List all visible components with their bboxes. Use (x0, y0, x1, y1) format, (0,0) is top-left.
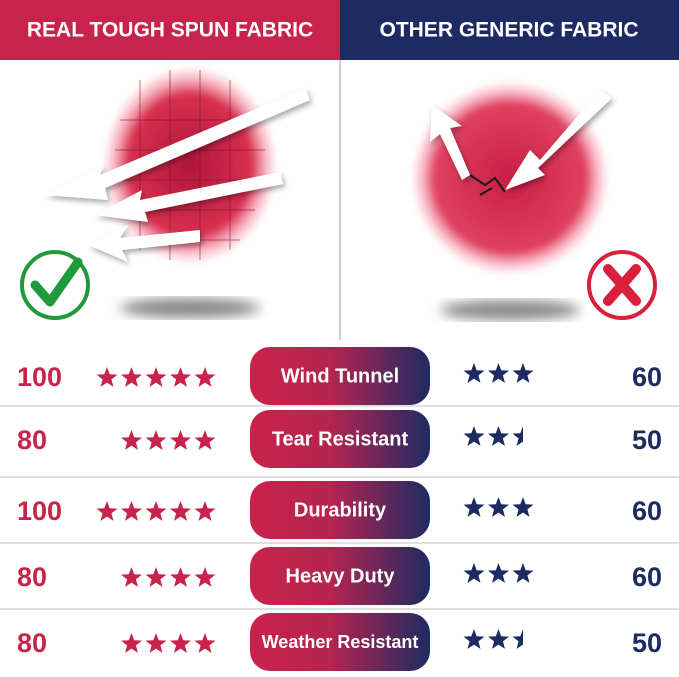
star-rating (463, 629, 523, 649)
star (121, 367, 142, 387)
half-star (512, 629, 523, 649)
feature-pill (250, 481, 430, 539)
left-score: 80 (17, 562, 47, 592)
header-left: REAL TOUGH SPUN FABRIC (27, 19, 313, 42)
star (488, 426, 509, 446)
star (463, 426, 485, 446)
header-left-bar (0, 0, 340, 60)
feature-pill (250, 613, 430, 671)
star (512, 497, 534, 517)
right-score: 50 (632, 628, 662, 658)
shadow (440, 300, 580, 320)
star (121, 633, 142, 653)
star-rating (121, 567, 216, 587)
arrows (45, 88, 612, 262)
star (121, 501, 142, 521)
star (145, 430, 167, 450)
shadow (120, 298, 260, 318)
feature-label: Durability (294, 499, 387, 521)
star-rating (96, 501, 216, 521)
feature-pill (250, 347, 430, 405)
star-rating (463, 426, 523, 446)
x-icon (587, 250, 657, 320)
star (488, 497, 509, 517)
star (170, 567, 191, 587)
star (463, 629, 485, 649)
star (121, 430, 142, 450)
star (488, 629, 509, 649)
tear (469, 174, 506, 196)
feature-label: Weather Resistant (262, 632, 419, 652)
left-score: 100 (17, 362, 62, 392)
star (488, 363, 509, 383)
star (170, 633, 191, 653)
star (96, 501, 118, 521)
star (170, 367, 191, 387)
feature-label: Tear Resistant (272, 428, 409, 450)
feature-pill (250, 547, 430, 605)
star (145, 501, 167, 521)
right-score: 50 (632, 425, 662, 455)
fabric-real (102, 65, 278, 265)
right-score: 60 (632, 362, 662, 392)
star (463, 363, 485, 383)
star (463, 497, 485, 517)
star-rating (121, 633, 216, 653)
left-score: 80 (17, 425, 47, 455)
fabric-generic (410, 80, 610, 276)
star (512, 363, 534, 383)
star-rating (463, 497, 534, 517)
feature-label: Heavy Duty (286, 565, 396, 587)
star (145, 633, 167, 653)
star (96, 367, 118, 387)
right-score: 60 (632, 496, 662, 526)
check-icon (20, 250, 90, 320)
star (488, 563, 509, 583)
half-star (512, 426, 523, 446)
header-right: OTHER GENERIC FABRIC (379, 19, 638, 42)
feature-pill (250, 410, 430, 468)
star (170, 501, 191, 521)
right-score: 60 (632, 562, 662, 592)
star (145, 367, 167, 387)
star-rating (463, 363, 534, 383)
header-right-bar (340, 0, 679, 60)
rows: Wind Tunnel 100 60 Tear Resistant 80 50 Durabi… (0, 347, 679, 671)
left-score: 80 (17, 628, 47, 658)
star-rating (121, 430, 216, 450)
star-rating (463, 563, 534, 583)
star-rating (96, 367, 216, 387)
star (512, 563, 534, 583)
star (121, 567, 142, 587)
left-score: 100 (17, 496, 62, 526)
star (145, 567, 167, 587)
star (194, 430, 216, 450)
star (194, 567, 216, 587)
star (463, 563, 485, 583)
star (194, 367, 216, 387)
feature-label: Wind Tunnel (281, 365, 399, 387)
star (194, 633, 216, 653)
star (194, 501, 216, 521)
star (170, 430, 191, 450)
